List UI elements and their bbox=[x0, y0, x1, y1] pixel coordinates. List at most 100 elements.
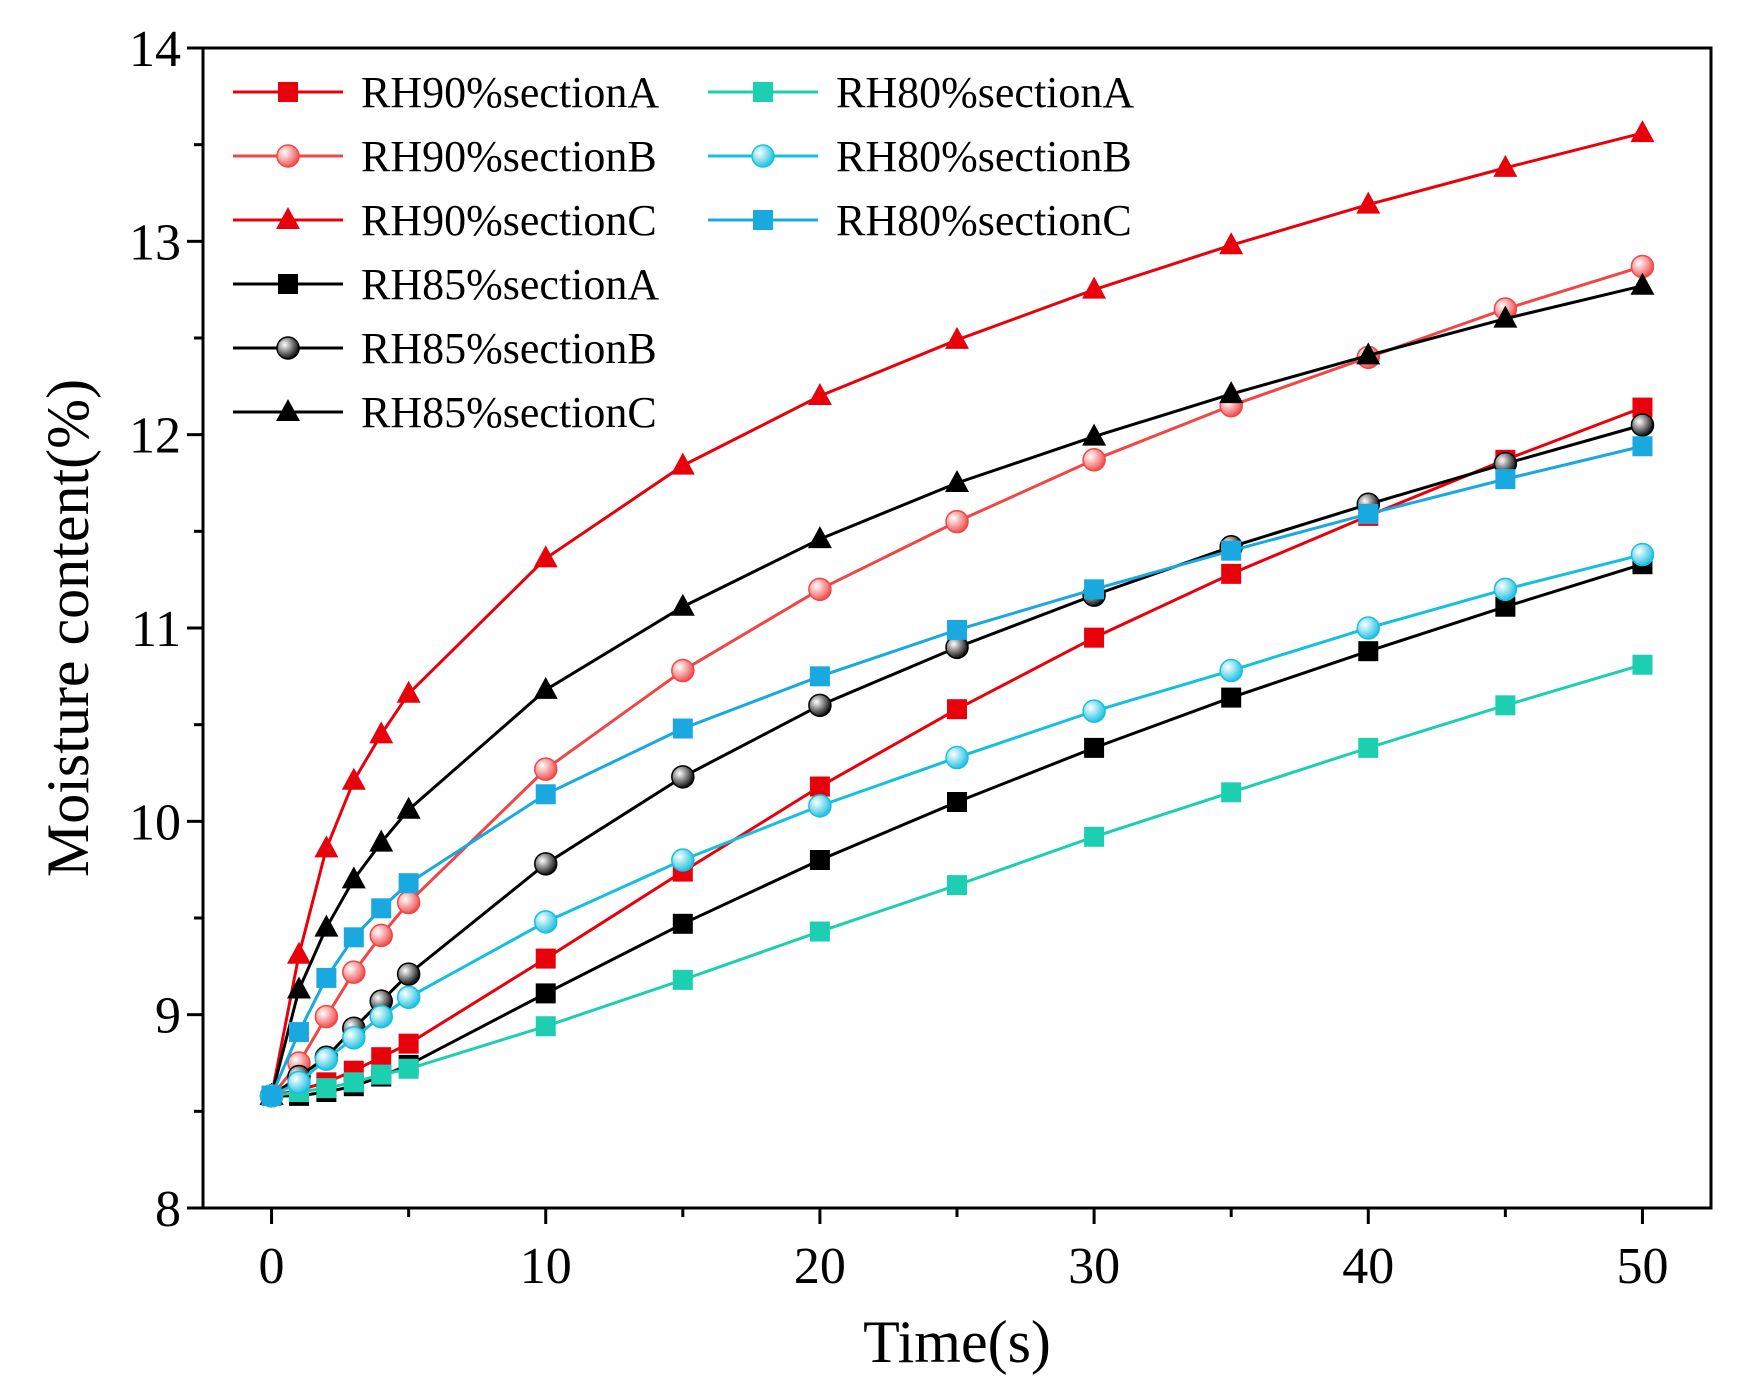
series-RH80%sectionB bbox=[259, 542, 1655, 1108]
legend-marker bbox=[276, 336, 300, 360]
data-point bbox=[398, 873, 419, 894]
data-point bbox=[945, 470, 969, 492]
data-point bbox=[807, 383, 832, 405]
data-point bbox=[1221, 563, 1242, 584]
data-point bbox=[947, 875, 967, 896]
x-tick-label: 30 bbox=[1068, 1238, 1120, 1295]
data-point bbox=[1084, 826, 1105, 847]
y-tick-label: 9 bbox=[155, 988, 181, 1045]
data-point bbox=[371, 1064, 392, 1085]
data-point bbox=[808, 693, 832, 718]
legend-marker bbox=[753, 210, 773, 230]
legend-label: RH85%sectionA bbox=[361, 260, 659, 309]
data-point bbox=[1493, 577, 1518, 602]
data-point bbox=[396, 680, 421, 703]
data-point bbox=[288, 1022, 309, 1043]
series-RH90%sectionB bbox=[259, 254, 1655, 1108]
data-point bbox=[398, 1058, 419, 1079]
data-point bbox=[342, 960, 366, 984]
data-point bbox=[1630, 413, 1655, 437]
legend-label: RH80%sectionC bbox=[836, 196, 1132, 245]
x-axis-title: Time(s) bbox=[863, 1309, 1051, 1375]
data-point bbox=[947, 619, 967, 640]
data-point bbox=[535, 784, 556, 805]
data-point bbox=[343, 1072, 364, 1093]
data-point bbox=[1084, 579, 1105, 600]
x-tick-label: 10 bbox=[520, 1238, 572, 1295]
data-point bbox=[1493, 154, 1518, 177]
x-tick-label: 50 bbox=[1616, 1238, 1668, 1295]
legend-label: RH90%sectionA bbox=[361, 68, 659, 117]
data-point bbox=[1356, 616, 1381, 640]
data-point bbox=[947, 792, 967, 812]
y-tick-label: 10 bbox=[129, 794, 181, 851]
data-point bbox=[670, 452, 695, 475]
data-point bbox=[809, 776, 830, 797]
legend-marker bbox=[276, 144, 300, 168]
data-point bbox=[1082, 276, 1107, 299]
legend-item: RH90%sectionB bbox=[233, 132, 657, 181]
data-point bbox=[343, 927, 364, 948]
legend-item: RH80%sectionB bbox=[708, 132, 1132, 181]
data-point bbox=[1632, 397, 1653, 418]
data-point bbox=[1358, 503, 1379, 524]
legend-marker bbox=[751, 144, 775, 168]
series-RH80%sectionA bbox=[261, 654, 1653, 1106]
y-axis-title: Moisture content(%) bbox=[35, 379, 101, 877]
data-point bbox=[1221, 687, 1242, 708]
data-point bbox=[807, 526, 832, 549]
data-point bbox=[286, 976, 311, 999]
data-point bbox=[945, 326, 969, 349]
data-point bbox=[1219, 232, 1244, 255]
legend-item: RH85%sectionA bbox=[233, 260, 659, 309]
legend-marker bbox=[278, 274, 298, 294]
data-point bbox=[369, 721, 394, 744]
data-point bbox=[316, 967, 337, 988]
data-point bbox=[341, 866, 366, 889]
data-point bbox=[1219, 381, 1244, 404]
data-point bbox=[533, 676, 558, 699]
x-tick-label: 40 bbox=[1342, 1238, 1394, 1295]
series-RH90%sectionC bbox=[259, 120, 1655, 1105]
legend-marker bbox=[276, 399, 300, 421]
data-point bbox=[369, 829, 394, 852]
x-tick-label: 0 bbox=[259, 1238, 285, 1295]
data-point bbox=[1493, 305, 1518, 328]
legend-label: RH80%sectionB bbox=[836, 132, 1132, 181]
data-point bbox=[261, 1085, 282, 1106]
data-point bbox=[1495, 695, 1516, 716]
data-point bbox=[1632, 436, 1653, 457]
series-line bbox=[270, 444, 1643, 1097]
legend-item: RH80%sectionA bbox=[708, 68, 1134, 117]
legend-label: RH85%sectionC bbox=[361, 388, 657, 437]
data-point bbox=[670, 593, 695, 616]
data-point bbox=[533, 910, 558, 934]
y-tick-label: 11 bbox=[131, 601, 181, 658]
data-point bbox=[316, 1078, 337, 1099]
data-point bbox=[396, 985, 421, 1010]
data-point bbox=[1082, 423, 1107, 446]
legend-item: RH85%sectionB bbox=[233, 324, 657, 373]
data-point bbox=[1358, 641, 1379, 662]
data-point bbox=[314, 835, 339, 858]
data-point bbox=[1356, 342, 1381, 365]
data-point bbox=[671, 658, 695, 683]
data-point bbox=[947, 699, 967, 720]
data-point bbox=[1630, 120, 1655, 143]
data-point bbox=[672, 718, 693, 739]
data-point bbox=[672, 913, 693, 934]
series-RH85%sectionC bbox=[259, 272, 1655, 1105]
data-point bbox=[1358, 737, 1379, 758]
y-tick-label: 12 bbox=[129, 408, 181, 465]
data-point bbox=[1630, 272, 1655, 295]
data-point bbox=[371, 898, 392, 919]
data-point bbox=[671, 848, 695, 872]
data-point bbox=[535, 983, 556, 1004]
data-point bbox=[1495, 596, 1516, 617]
legend-label: RH80%sectionA bbox=[836, 68, 1134, 117]
data-point bbox=[671, 765, 695, 789]
data-point bbox=[809, 921, 830, 942]
legend-item: RH80%sectionC bbox=[708, 196, 1132, 245]
legend-item: RH85%sectionC bbox=[233, 388, 657, 437]
